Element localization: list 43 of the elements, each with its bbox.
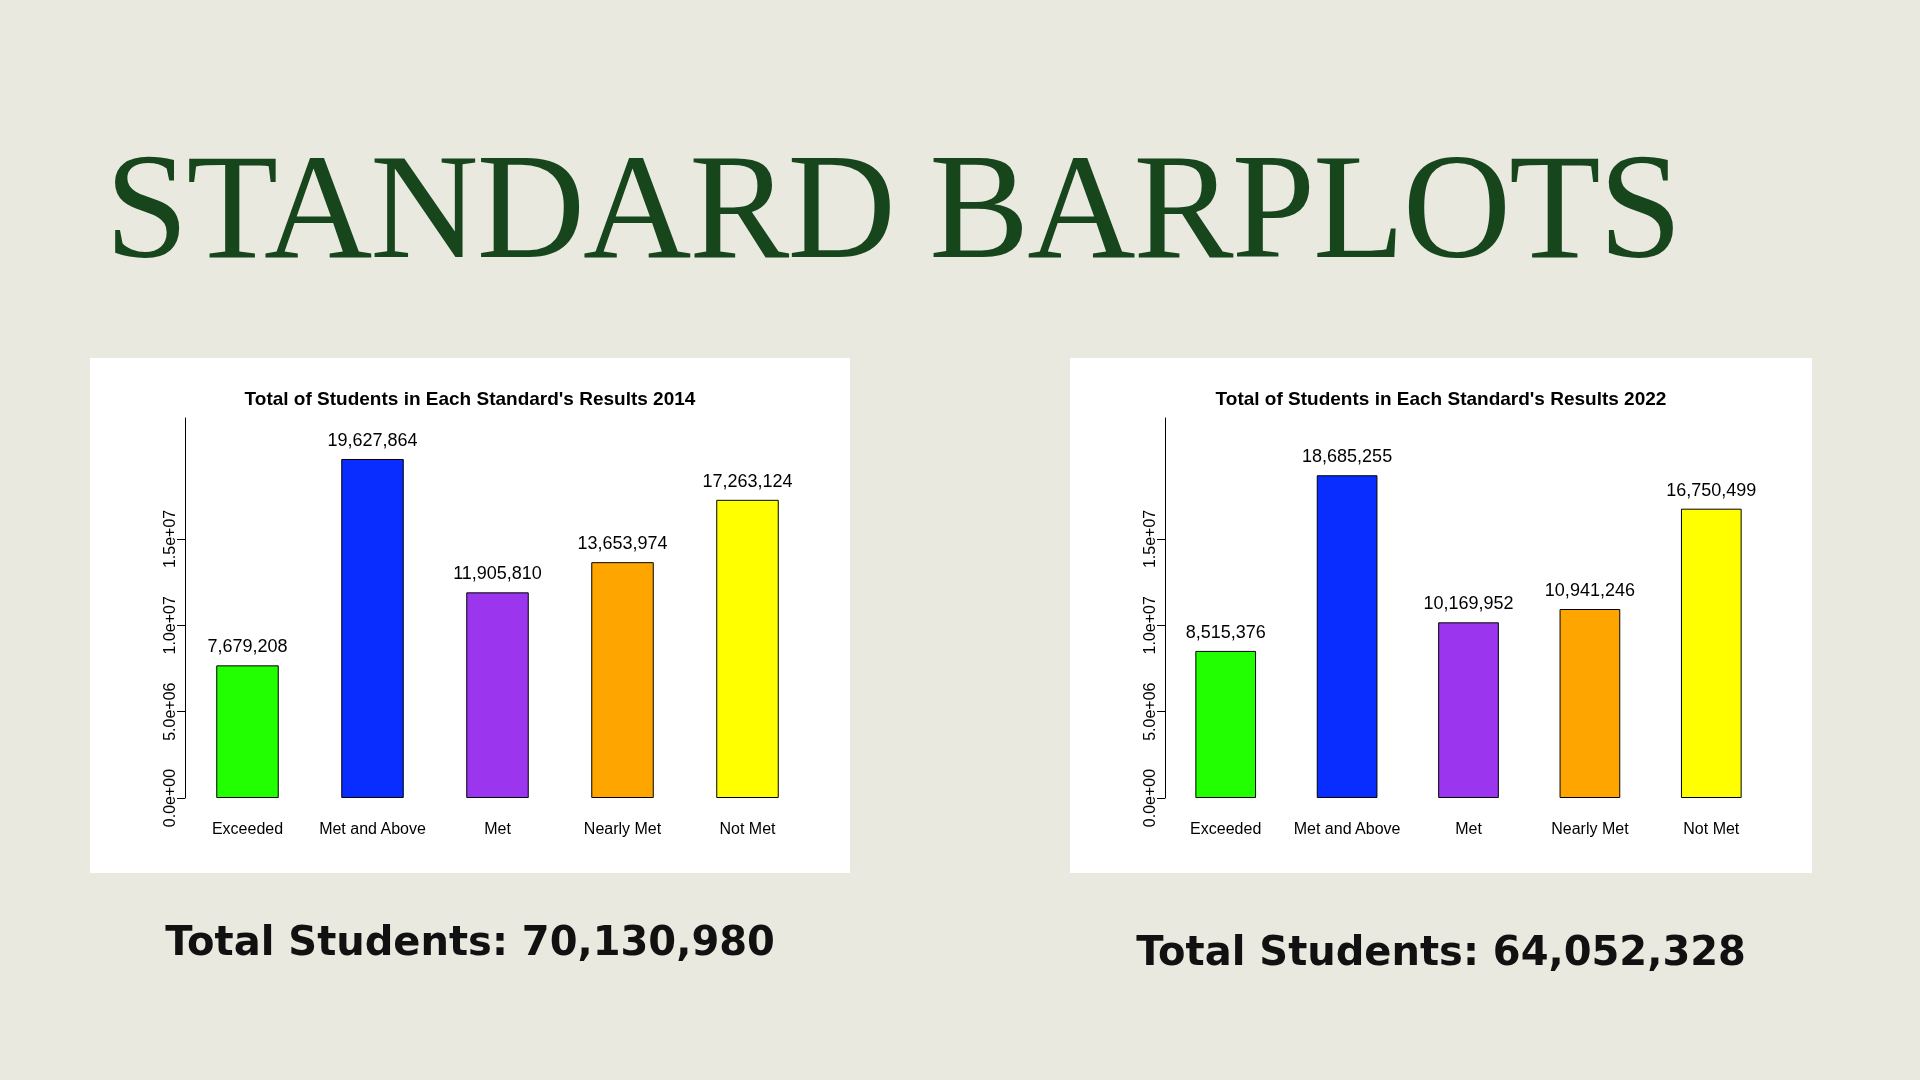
text: STANDARD BARPLOTS <box>105 122 1681 291</box>
bar <box>1680 508 1742 798</box>
x-tick-label: Not Met <box>719 819 777 837</box>
data-label: 7,679,208 <box>207 636 288 657</box>
y-tick-label: 5.0e+06 <box>160 682 178 741</box>
chart-title: Total of Students in Each Standard's Results 2022 <box>1215 388 1667 409</box>
chart-title: Total of Students in Each Standard's Results 2014 <box>244 388 696 409</box>
bar <box>1195 650 1257 798</box>
data-label: 17,263,124 <box>702 470 793 491</box>
y-tick-label: 5.0e+06 <box>1140 682 1158 741</box>
x-tick-label: Met and Above <box>1293 819 1401 837</box>
data-label: 19,627,864 <box>327 429 418 450</box>
bar <box>1316 475 1378 798</box>
x-tick-label: Not Met <box>1683 819 1740 837</box>
bar <box>1438 622 1499 798</box>
text: Total Students: 70,130,980 <box>164 918 776 964</box>
data-label: 8,515,376 <box>1185 621 1266 642</box>
x-tick-label: Nearly Met <box>583 819 662 837</box>
y-tick-label: 0.0e+00 <box>160 768 178 828</box>
y-tick-label: 1.0e+07 <box>1140 596 1158 655</box>
y-tick-label: 1.5e+07 <box>1140 509 1158 569</box>
x-tick-label: Met <box>484 819 512 837</box>
y-tick-label: 0.0e+00 <box>1140 768 1158 828</box>
x-tick-label: Exceeded <box>1190 819 1262 837</box>
x-tick-label: Nearly Met <box>1551 819 1630 837</box>
data-label: 10,941,246 <box>1544 580 1635 601</box>
bar <box>591 562 654 798</box>
data-label: 16,750,499 <box>1666 479 1757 500</box>
bar <box>341 458 404 798</box>
x-tick-label: Met <box>1455 819 1483 837</box>
bar <box>466 592 529 798</box>
text: Total Students: 64,052,328 <box>1135 928 1747 974</box>
y-tick-label: 1.5e+07 <box>160 509 178 569</box>
bar <box>216 665 279 798</box>
bar <box>716 499 779 798</box>
x-tick-label: Met and Above <box>319 819 426 837</box>
data-label: 11,905,810 <box>453 563 542 584</box>
y-tick-label: 1.0e+07 <box>160 596 178 655</box>
x-tick-label: Exceeded <box>211 819 284 837</box>
data-label: 10,169,952 <box>1423 593 1514 614</box>
data-label: 13,653,974 <box>577 533 668 554</box>
bar <box>1559 609 1621 798</box>
data-label: 18,685,255 <box>1302 446 1393 467</box>
